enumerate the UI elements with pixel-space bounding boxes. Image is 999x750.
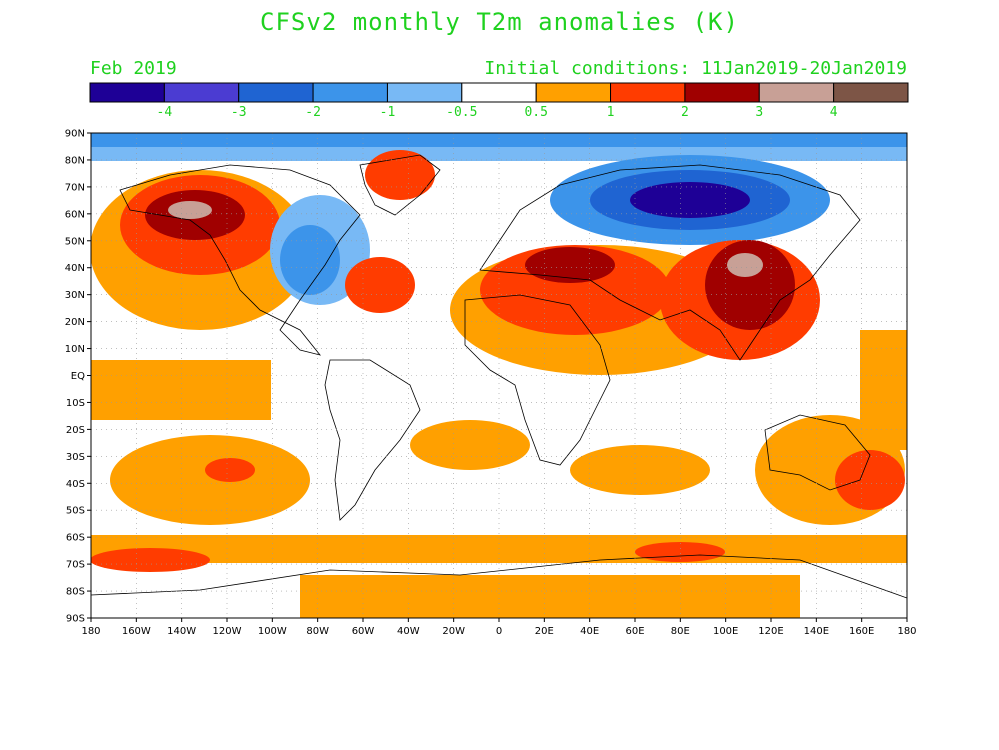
- colorbar-tick-label: -2: [305, 105, 321, 120]
- anomaly-region: [91, 360, 271, 420]
- latitude-tick-label: 50S: [66, 506, 85, 517]
- latitude-tick-label: 30N: [65, 290, 85, 301]
- colorbar: -4 -3 -2 -1 -0.5 0.5 1 2 3 4: [89, 82, 909, 120]
- colorbar-boxes: [89, 82, 909, 103]
- longitude-labels: 180 160W 140W 120W 100W 80W 60W 40W 20W 0 20E 40E 60…: [81, 626, 916, 637]
- latitude-tick-label: 90N: [65, 129, 85, 140]
- longitude-tick-label: 100W: [258, 626, 287, 637]
- coastline-antarctica: [91, 554, 907, 599]
- colorbar-tick-label: 3: [755, 105, 763, 120]
- anomaly-region: [91, 548, 210, 572]
- latitude-tick-label: 30S: [66, 452, 85, 463]
- latitude-tick-label: 10S: [66, 398, 85, 409]
- latitude-tick-label: 40N: [65, 263, 85, 274]
- longitude-tick-label: 60W: [352, 626, 375, 637]
- longitude-tick-label: 80E: [671, 626, 690, 637]
- colorbar-tick-label: -4: [157, 105, 173, 120]
- anomaly-region: [168, 201, 212, 219]
- longitude-tick-label: 20E: [535, 626, 554, 637]
- longitude-tick-label: 140W: [167, 626, 196, 637]
- longitude-tick-label: 140E: [804, 626, 829, 637]
- colorbar-tick-label: 4: [830, 105, 838, 120]
- longitude-tick-label: 180: [81, 626, 100, 637]
- colorbar-tick-label: -0.5: [446, 105, 477, 120]
- longitude-tick-label: 160W: [122, 626, 151, 637]
- latitude-tick-label: 70N: [65, 182, 85, 193]
- longitude-tick-label: 100E: [713, 626, 738, 637]
- latitude-tick-label: 20S: [66, 425, 85, 436]
- colorbar-tick-label: 2: [681, 105, 689, 120]
- longitude-tick-label: 180: [897, 626, 916, 637]
- anomaly-region: [835, 450, 905, 510]
- coastline-eurasia: [479, 164, 861, 361]
- longitude-tick-label: 40W: [397, 626, 420, 637]
- latitude-labels: 90N 80N 70N 60N 50N 40N 30N 20N 10N EQ 10S 20S 30S 40…: [65, 129, 85, 625]
- longitude-tick-label: 80W: [306, 626, 329, 637]
- anomaly-region: [345, 257, 415, 313]
- longitude-tick-label: 20W: [442, 626, 465, 637]
- anomaly-region: [630, 182, 750, 218]
- gridlines: [91, 133, 907, 618]
- colorbar-tick-label: 0.5: [524, 105, 547, 120]
- coastline-south-america: [324, 359, 421, 521]
- latitude-tick-label: 60N: [65, 209, 85, 220]
- coastline-north-america: [119, 164, 361, 356]
- anomaly-region: [525, 247, 615, 283]
- colorbar-labels: -4 -3 -2 -1 -0.5 0.5 1 2 3 4: [157, 105, 838, 120]
- coastline-greenland: [359, 154, 441, 216]
- colorbar-tick-label: -1: [380, 105, 396, 120]
- longitude-tick-label: 0: [496, 626, 502, 637]
- valid-month-label: Feb 2019: [90, 58, 177, 79]
- anomaly-region: [727, 253, 763, 277]
- anomaly-region: [410, 420, 530, 470]
- longitude-tick-label: 120E: [758, 626, 783, 637]
- coastlines: [91, 154, 907, 599]
- anomaly-region: [205, 458, 255, 482]
- anomaly-region: [110, 435, 310, 525]
- latitude-tick-label: 20N: [65, 317, 85, 328]
- longitude-tick-label: 40E: [580, 626, 599, 637]
- latitude-tick-label: 40S: [66, 479, 85, 490]
- anomaly-region: [365, 150, 435, 200]
- longitude-tick-label: 160E: [849, 626, 874, 637]
- latitude-tick-label: 10N: [65, 344, 85, 355]
- latitude-tick-label: 70S: [66, 560, 85, 571]
- colorbar-swatch: [833, 82, 909, 103]
- longitude-tick-label: 120W: [213, 626, 242, 637]
- latitude-tick-label: EQ: [71, 371, 85, 382]
- coastline-africa: [464, 294, 611, 466]
- colorbar-tick-label: 1: [607, 105, 615, 120]
- colorbar-tick-label: -3: [231, 105, 247, 120]
- coastline-australia: [764, 414, 871, 491]
- anomaly-region: [91, 133, 907, 147]
- latitude-tick-label: 90S: [66, 614, 85, 625]
- latitude-tick-label: 80N: [65, 155, 85, 166]
- latitude-tick-label: 80S: [66, 587, 85, 598]
- anomaly-region: [280, 225, 340, 295]
- anomaly-region: [635, 542, 725, 562]
- latitude-tick-label: 50N: [65, 236, 85, 247]
- chart-title: CFSv2 monthly T2m anomalies (K): [260, 8, 739, 36]
- tick-marks: [87, 132, 908, 622]
- anomaly-region: [570, 445, 710, 495]
- initial-conditions-label: Initial conditions: 11Jan2019-20Jan2019: [484, 58, 907, 79]
- longitude-tick-label: 60E: [625, 626, 644, 637]
- anomaly-region: [300, 575, 800, 618]
- latitude-tick-label: 60S: [66, 533, 85, 544]
